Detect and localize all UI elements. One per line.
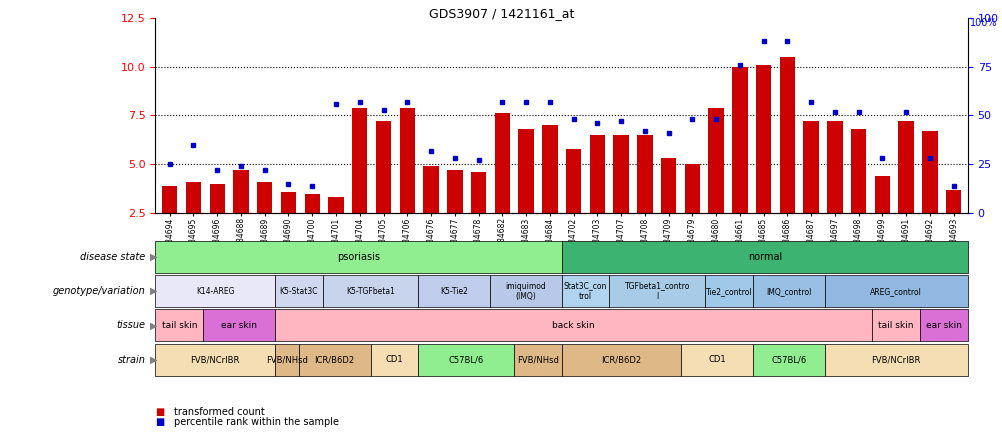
Text: ICR/B6D2: ICR/B6D2 <box>315 355 355 364</box>
Bar <box>399 107 415 213</box>
Bar <box>162 186 177 213</box>
Bar <box>756 65 771 213</box>
Text: ▶: ▶ <box>150 321 157 330</box>
Text: genotype/variation: genotype/variation <box>53 286 145 296</box>
Text: ▶: ▶ <box>150 252 157 262</box>
Bar <box>352 107 367 213</box>
Text: back skin: back skin <box>552 321 594 330</box>
Text: GDS3907 / 1421161_at: GDS3907 / 1421161_at <box>429 7 573 20</box>
Bar <box>423 166 438 213</box>
Bar <box>257 182 273 213</box>
Text: ear skin: ear skin <box>925 321 961 330</box>
Text: ▶: ▶ <box>150 286 157 296</box>
Text: normal: normal <box>746 252 782 262</box>
Bar <box>779 57 795 213</box>
Bar <box>518 129 533 213</box>
Bar <box>447 170 462 213</box>
Text: K5-Stat3C: K5-Stat3C <box>280 287 318 296</box>
Text: strain: strain <box>117 355 145 365</box>
Bar <box>613 135 628 213</box>
Text: percentile rank within the sample: percentile rank within the sample <box>173 417 339 427</box>
Bar <box>684 164 699 213</box>
Bar <box>305 194 320 213</box>
Bar <box>589 135 604 213</box>
Bar <box>281 192 296 213</box>
Text: FVB/NCrIBR: FVB/NCrIBR <box>190 355 239 364</box>
Text: transformed count: transformed count <box>173 407 264 416</box>
Text: K5-Tie2: K5-Tie2 <box>440 287 468 296</box>
Text: tail skin: tail skin <box>878 321 913 330</box>
Text: FVB/NHsd: FVB/NHsd <box>266 355 308 364</box>
Text: FVB/NCrIBR: FVB/NCrIBR <box>871 355 920 364</box>
Bar <box>376 121 391 213</box>
Bar <box>898 121 913 213</box>
Text: 100%: 100% <box>969 18 997 28</box>
Text: CD1: CD1 <box>385 355 403 364</box>
Text: psoriasis: psoriasis <box>337 252 380 262</box>
Bar <box>328 198 344 213</box>
Text: IMQ_control: IMQ_control <box>766 287 811 296</box>
Text: Stat3C_con
trol: Stat3C_con trol <box>563 281 606 301</box>
Bar <box>233 170 248 213</box>
Text: Tie2_control: Tie2_control <box>705 287 752 296</box>
Bar <box>850 129 866 213</box>
Bar <box>874 176 889 213</box>
Bar <box>660 159 675 213</box>
Text: disease state: disease state <box>80 252 145 262</box>
Bar <box>945 190 960 213</box>
Text: C57BL/6: C57BL/6 <box>448 355 483 364</box>
Bar <box>565 149 581 213</box>
Text: K5-TGFbeta1: K5-TGFbeta1 <box>346 287 395 296</box>
Bar <box>921 131 937 213</box>
Text: tail skin: tail skin <box>161 321 197 330</box>
Bar <box>827 121 842 213</box>
Text: ■: ■ <box>155 417 164 427</box>
Text: K14-AREG: K14-AREG <box>195 287 234 296</box>
Bar <box>707 107 723 213</box>
Text: AREG_control: AREG_control <box>870 287 921 296</box>
Text: ■: ■ <box>155 407 164 416</box>
Bar <box>636 135 652 213</box>
Bar <box>541 125 557 213</box>
Bar <box>731 67 746 213</box>
Bar <box>185 182 201 213</box>
Text: ICR/B6D2: ICR/B6D2 <box>601 355 641 364</box>
Text: TGFbeta1_contro
l: TGFbeta1_contro l <box>624 281 689 301</box>
Bar <box>803 121 818 213</box>
Bar <box>470 172 486 213</box>
Text: C57BL/6: C57BL/6 <box>771 355 806 364</box>
Text: CD1: CD1 <box>707 355 725 364</box>
Text: tissue: tissue <box>116 321 145 330</box>
Text: ▶: ▶ <box>150 355 157 365</box>
Bar <box>209 184 224 213</box>
Bar <box>494 114 509 213</box>
Text: ear skin: ear skin <box>220 321 257 330</box>
Text: FVB/NHsd: FVB/NHsd <box>516 355 558 364</box>
Text: imiquimod
(IMQ): imiquimod (IMQ) <box>505 281 546 301</box>
